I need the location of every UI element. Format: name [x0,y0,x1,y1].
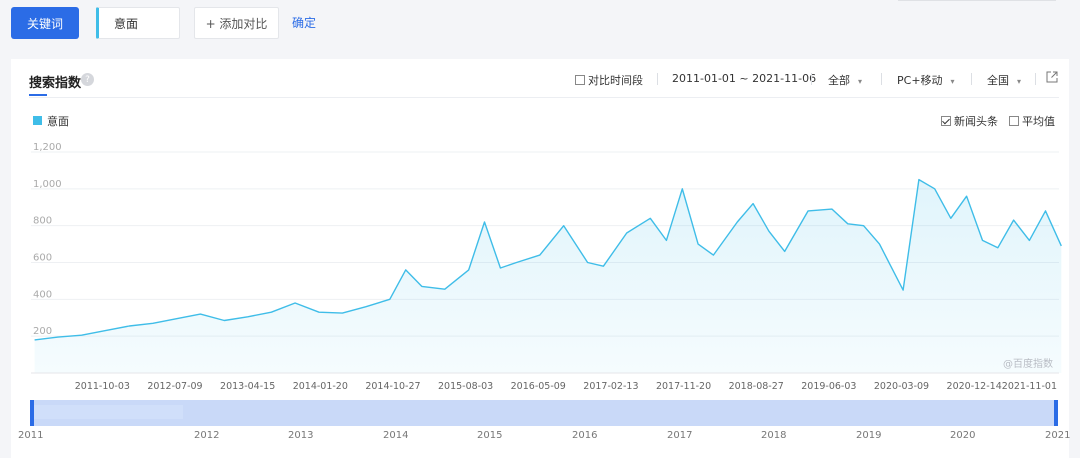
keyword-input[interactable]: 意面 [96,7,180,39]
x-tick-label: 2011-10-03 [75,381,130,392]
series-line-yimian [34,178,1062,341]
x-tick-label: 2019-06-03 [801,381,856,392]
keyword-button[interactable]: 关键词 [11,7,79,39]
question-icon[interactable]: ? [81,73,94,86]
average-checkbox[interactable]: 平均值 [1009,113,1055,129]
device-label: PC+移动 [897,74,943,87]
divider [898,0,1056,1]
x-tick-label: 2020-03-09 [874,381,929,392]
search-index-panel: 200 400 600 800 1,000 1,200 2011-10-03 2012-07… [11,59,1071,458]
x-tick-label: 2014-10-27 [365,381,420,392]
caret-down-icon: ▾ [950,77,955,86]
divider [811,73,812,85]
x-tick-label: 2017-02-13 [583,381,638,392]
slider-year-label: 2016 [572,430,598,441]
y-tick-label: 400 [33,289,52,300]
slider-handle-right[interactable] [1054,400,1058,426]
x-tick-label: 2017-11-20 [656,381,711,392]
x-tick-label: 2018-08-27 [729,381,784,392]
device-dropdown[interactable]: PC+移动 ▾ [897,72,955,88]
confirm-link[interactable]: 确定 [292,16,317,30]
news-label: 新闻头条 [954,115,998,128]
slider-year-label: 2020 [950,430,976,441]
title-underline [29,94,47,96]
compare-period-label: 对比时间段 [588,74,643,87]
slider-year-label: 2012 [194,430,220,441]
legend-swatch [33,116,42,125]
slider-year-label: 2019 [856,430,882,441]
divider [657,73,658,85]
search-index-chart: 200 400 600 800 1,000 1,200 2011-10-03 2012-07… [31,142,1062,392]
x-tick-label: 2014-01-20 [293,381,348,392]
chart-legend[interactable]: 意面 [33,113,69,129]
divider [971,73,972,85]
source-dropdown[interactable]: 全部 ▾ [828,72,862,88]
slider-year-label: 2017 [667,430,693,441]
y-tick-label: 800 [33,216,52,227]
x-tick-label: 2012-07-09 [147,381,202,392]
x-tick-label: 2020-12-14 [947,381,1002,392]
checkbox-checked-icon [941,116,951,126]
caret-down-icon: ▾ [858,77,863,86]
slider-track-highlight [33,405,183,419]
slider-year-label: 2013 [288,430,314,441]
series-area [34,179,1062,373]
legend-label: 意面 [47,115,69,128]
slider-year-label: 2021 [1045,430,1071,441]
slider-year-label: 2015 [477,430,503,441]
slider-year-label: 2011 [18,430,44,441]
source-label: 全部 [828,74,850,87]
y-tick-label: 200 [33,326,52,337]
y-tick-label: 1,200 [33,142,62,153]
caret-down-icon: ▾ [1017,77,1022,86]
average-label: 平均值 [1022,115,1055,128]
checkbox-icon [1009,116,1019,126]
divider [1035,73,1036,85]
slider-year-label: 2018 [761,430,787,441]
compare-period-checkbox[interactable]: 对比时间段 [575,72,643,88]
search-toolbar: 关键词 意面 + 添加对比 确定 [0,0,1080,50]
date-range-picker[interactable]: 2011-01-01 ~ 2021-11-06 [672,72,817,85]
slider-year-label: 2014 [383,430,409,441]
region-dropdown[interactable]: 全国 ▾ [987,72,1021,88]
panel-title: 搜索指数 [29,76,82,91]
slider-handle-left[interactable] [30,400,34,426]
news-checkbox[interactable]: 新闻头条 [941,113,998,129]
export-icon[interactable] [1046,71,1058,86]
divider [881,73,882,85]
x-tick-label: 2021-11-01 [1002,381,1057,392]
region-label: 全国 [987,74,1009,87]
divider [29,97,1059,98]
y-tick-label: 600 [33,253,52,264]
x-tick-label: 2015-08-03 [438,381,493,392]
x-tick-label: 2013-04-15 [220,381,275,392]
x-tick-label: 2016-05-09 [511,381,566,392]
checkbox-icon [575,75,585,85]
watermark: @百度指数 [1003,359,1053,370]
y-tick-label: 1,000 [33,179,62,190]
time-range-slider[interactable] [30,400,1058,426]
add-compare-button[interactable]: + 添加对比 [194,7,279,39]
